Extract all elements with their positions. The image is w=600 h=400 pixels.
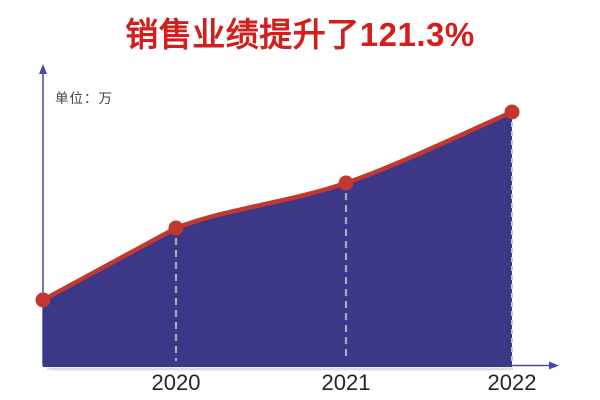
y-axis-arrow-icon: [39, 64, 47, 74]
area-fill: [43, 112, 512, 367]
y-axis-unit-label: 单位：万: [55, 91, 113, 106]
x-tick-2021: 2021: [321, 370, 371, 395]
x-tick-2022: 2022: [487, 370, 537, 395]
data-point-2021: [338, 175, 354, 191]
chart-title: 销售业绩提升了121.3%: [125, 16, 475, 53]
x-axis-arrow-icon: [549, 361, 559, 370]
area-shadow-faint: [50, 369, 510, 372]
data-point-2022: [504, 104, 520, 120]
x-tick-2020: 2020: [151, 370, 201, 395]
data-point-2020: [168, 220, 184, 236]
data-point-start: [35, 292, 51, 308]
area-shadow: [47, 367, 513, 370]
